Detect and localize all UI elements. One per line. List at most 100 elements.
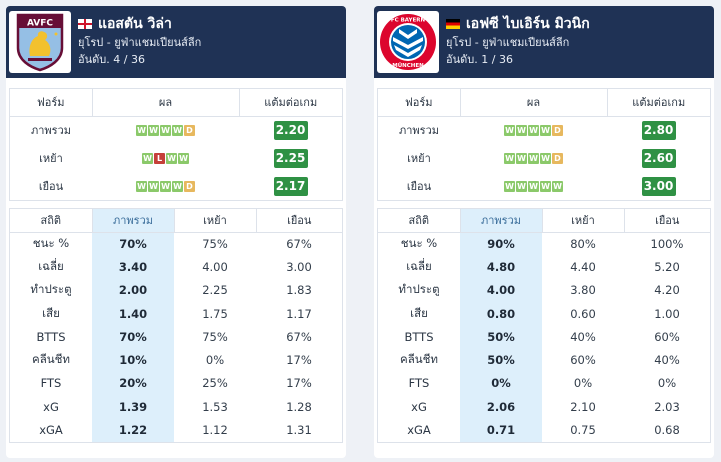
- stat-away-value: 1.31: [286, 423, 312, 438]
- stat-overall-value: 20%: [92, 371, 174, 396]
- stat-away-value: 5.20: [654, 259, 680, 274]
- team-name[interactable]: แอสตัน วิล่า: [98, 16, 172, 32]
- stats-row: ชนะ % 70% 75% 67%: [10, 232, 342, 256]
- result-badge: D: [552, 153, 563, 164]
- stat-home-value: 2.10: [570, 399, 596, 414]
- result-badge: D: [552, 125, 563, 137]
- stat-home-value: 60%: [570, 353, 596, 368]
- result-badge: W: [540, 125, 551, 137]
- stat-label: xGA: [39, 423, 63, 438]
- stat-overall-value: 90%: [460, 232, 542, 256]
- form-row-label: เยือน: [406, 180, 432, 193]
- stat-home-value: 4.40: [570, 259, 596, 274]
- stat-label: เฉลี่ย: [38, 258, 64, 273]
- team-name[interactable]: เอฟซี ไบเอิร์น มิวนิก: [466, 16, 590, 32]
- away-header: เยือน: [256, 209, 342, 233]
- ppg-header: แต้มต่อเกม: [239, 89, 342, 117]
- result-badge: W: [516, 125, 527, 137]
- club-crest-icon: FC BAYERN MÜNCHEN: [377, 11, 439, 73]
- form-row-label: เหย้า: [39, 152, 63, 165]
- overall-header: ภาพรวม: [460, 209, 543, 233]
- result-badge: W: [528, 181, 539, 192]
- stat-away-value: 100%: [650, 236, 684, 251]
- stat-home-value: 1.12: [202, 423, 228, 438]
- stat-home-value: 1.53: [202, 399, 228, 414]
- stat-label: FTS: [408, 376, 430, 391]
- stat-home-value: 3.80: [570, 283, 596, 298]
- stat-overall-value: 1.22: [92, 418, 174, 442]
- stat-label: BTTS: [36, 329, 66, 344]
- stat-away-value: 17%: [286, 376, 312, 391]
- stat-overall-value: 70%: [92, 232, 174, 256]
- result-badge: W: [504, 153, 515, 164]
- stat-home-value: 40%: [570, 329, 596, 344]
- stat-away-value: 0.68: [654, 423, 680, 438]
- stat-overall-value: 1.39: [92, 395, 174, 419]
- stat-away-value: 3.00: [286, 259, 312, 274]
- result-badge: W: [166, 153, 177, 164]
- team-header: AVFC แอสตัน วิล่า ยุโรป - ยูฟ่าแชมเปียนส…: [6, 6, 346, 78]
- league-rank: อันดับ. 1 / 36: [446, 53, 513, 66]
- ppg-value: 2.25: [273, 148, 308, 168]
- result-badge: W: [528, 153, 539, 164]
- stat-home-value: 75%: [202, 329, 228, 344]
- form-header: ฟอร์ม: [10, 89, 93, 117]
- stat-overall-value: 3.40: [92, 255, 174, 279]
- stat-home-value: 80%: [570, 236, 596, 251]
- stat-home-value: 2.25: [202, 283, 228, 298]
- ppg-value: 2.17: [273, 176, 308, 196]
- team-name-link[interactable]: เอฟซี ไบเอิร์น มิวนิก: [446, 14, 590, 34]
- result-badge: D: [184, 181, 195, 192]
- stat-overall-value: 70%: [92, 325, 174, 349]
- stat-home-value: 75%: [202, 236, 228, 251]
- stat-label: คลีนชีท: [400, 352, 438, 367]
- stats-row: FTS 0% 0% 0%: [378, 371, 710, 396]
- result-badge: D: [184, 125, 195, 137]
- stat-label: xGA: [407, 423, 431, 438]
- stat-overall-value: 0.71: [460, 418, 542, 442]
- team-card-aston-villa: AVFC แอสตัน วิล่า ยุโรป - ยูฟ่าแชมเปียนส…: [6, 6, 346, 458]
- result-badge: W: [136, 181, 147, 192]
- stat-overall-value: 4.80: [460, 255, 542, 279]
- club-crest-icon: AVFC: [9, 11, 71, 73]
- stat-home-value: 0%: [573, 376, 593, 391]
- competition-label: ยุโรป - ยูฟ่าแชมเปียนส์ลีก: [78, 36, 202, 49]
- form-row-label: เยือน: [38, 180, 64, 193]
- stats-row: ทำประตู 4.00 3.80 4.20: [378, 278, 710, 302]
- stats-row: เสีย 1.40 1.75 1.17: [10, 301, 342, 326]
- stats-row: คลีนชีท 10% 0% 17%: [10, 348, 342, 372]
- result-badge: W: [528, 125, 539, 137]
- team-card-bayern: FC BAYERN MÜNCHEN เอฟซี ไบเอิร์น มิวนิก …: [374, 6, 714, 458]
- result-badge: W: [160, 125, 171, 137]
- result-badge: L: [154, 153, 165, 164]
- stats-row: คลีนชีท 50% 60% 40%: [378, 348, 710, 372]
- form-row-label: เหย้า: [407, 152, 431, 165]
- result-badge: W: [172, 125, 183, 137]
- stats-row: เสีย 0.80 0.60 1.00: [378, 301, 710, 326]
- stat-away-value: 17%: [286, 353, 312, 368]
- stats-row: เฉลี่ย 3.40 4.00 3.00: [10, 255, 342, 279]
- team-name-link[interactable]: แอสตัน วิล่า: [78, 14, 201, 34]
- stat-overall-value: 0.80: [460, 301, 542, 326]
- results-header: ผล: [460, 89, 608, 117]
- stats-row: BTTS 50% 40% 60%: [378, 325, 710, 349]
- stat-label: FTS: [40, 376, 62, 391]
- form-row-label: ภาพรวม: [398, 124, 439, 138]
- stats-row: ชนะ % 90% 80% 100%: [378, 232, 710, 256]
- stat-away-value: 1.00: [654, 306, 680, 321]
- stat-overall-value: 50%: [460, 325, 542, 349]
- stats-table: สถิติ ภาพรวม เหย้า เยือน ชนะ % 90% 80% 100%…: [377, 208, 711, 443]
- svg-text:AVFC: AVFC: [27, 19, 53, 29]
- result-badge: W: [148, 181, 159, 192]
- result-badge: W: [504, 125, 515, 137]
- stat-label: ทำประตู: [30, 282, 72, 297]
